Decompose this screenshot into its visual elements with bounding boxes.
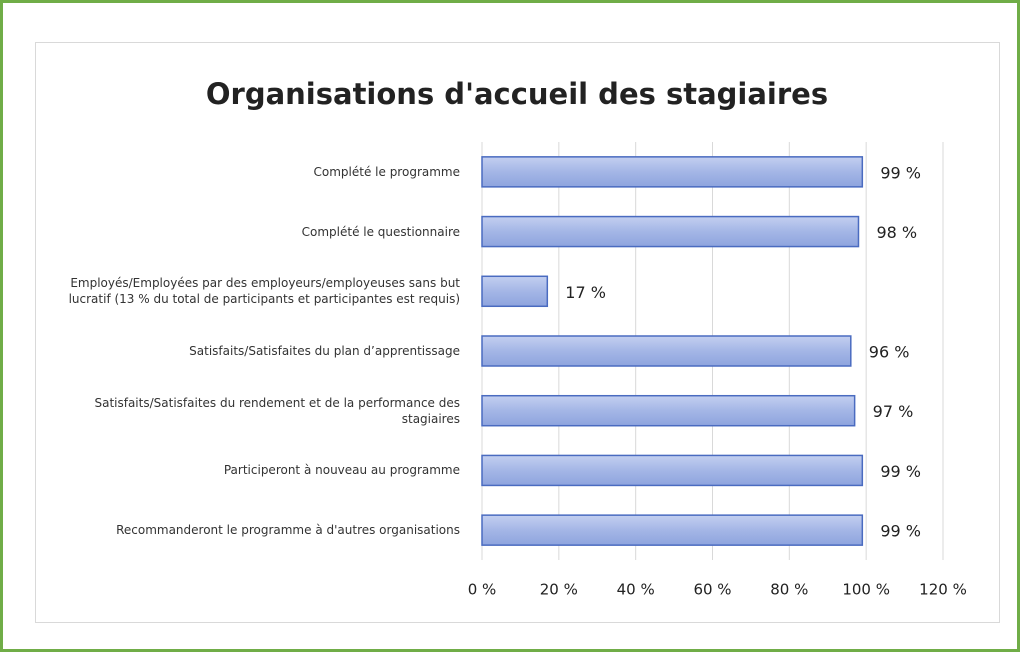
chart-title: Organisations d'accueil des stagiaires — [206, 77, 828, 111]
x-tick-label: 80 % — [770, 581, 808, 599]
y-tick-label: Employés/Employées par des employeurs/em… — [68, 276, 460, 307]
category-label-box: Satisfaits/Satisfaites du plan d’apprent… — [189, 344, 460, 358]
data-label: 99 % — [880, 163, 921, 182]
y-tick-label: Complété le questionnaire — [301, 224, 460, 239]
bar — [481, 454, 864, 487]
y-tick-label: Participeront à nouveau au programme — [223, 463, 460, 478]
data-label: 99 % — [880, 522, 921, 541]
bar — [481, 156, 864, 188]
x-tick-label: 120 % — [919, 581, 967, 599]
y-tick-label: Satisfaits/Satisfaites du rendement et d… — [94, 395, 460, 426]
bar — [481, 215, 860, 248]
x-tick-label: 100 % — [842, 581, 890, 599]
category-label-box: Satisfaits/Satisfaites du rendement et d… — [94, 395, 460, 426]
data-label: 97 % — [873, 402, 914, 421]
y-tick-label: Satisfaits/Satisfaites du plan d’apprent… — [189, 344, 460, 358]
y-tick-label: Complété le programme — [313, 164, 460, 179]
category-label-box: Complété le questionnaire — [301, 224, 460, 239]
x-tick-label: 40 % — [617, 581, 655, 599]
data-label: 99 % — [880, 462, 921, 481]
x-tick-label: 0 % — [468, 581, 497, 599]
category-label-box: Complété le programme — [313, 164, 460, 179]
category-label-box: Employés/Employées par des employeurs/em… — [68, 276, 460, 307]
bar — [481, 335, 852, 367]
x-tick-label: 60 % — [693, 581, 731, 599]
bar — [481, 514, 864, 546]
y-tick-label: Recommanderont le programme à d'autres o… — [116, 523, 460, 538]
category-label-box: Recommanderont le programme à d'autres o… — [116, 523, 460, 538]
category-label-box: Participeront à nouveau au programme — [223, 463, 460, 478]
data-label: 98 % — [876, 223, 917, 242]
x-tick-label: 20 % — [540, 581, 578, 599]
bar — [481, 394, 856, 427]
data-label: 17 % — [565, 283, 606, 302]
bar — [481, 275, 549, 308]
data-label: 96 % — [869, 343, 910, 362]
